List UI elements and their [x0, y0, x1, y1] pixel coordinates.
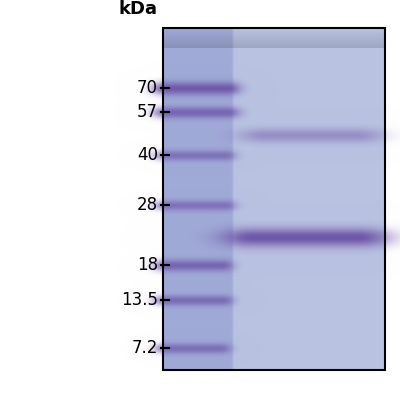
- Text: 28: 28: [137, 196, 158, 214]
- Text: 7.2: 7.2: [132, 339, 158, 357]
- Text: kDa: kDa: [119, 0, 158, 18]
- Text: 18: 18: [137, 256, 158, 274]
- Text: 70: 70: [137, 79, 158, 97]
- Text: 40: 40: [137, 146, 158, 164]
- Bar: [163, 28, 385, 370]
- Text: 57: 57: [137, 103, 158, 121]
- Text: 13.5: 13.5: [121, 291, 158, 309]
